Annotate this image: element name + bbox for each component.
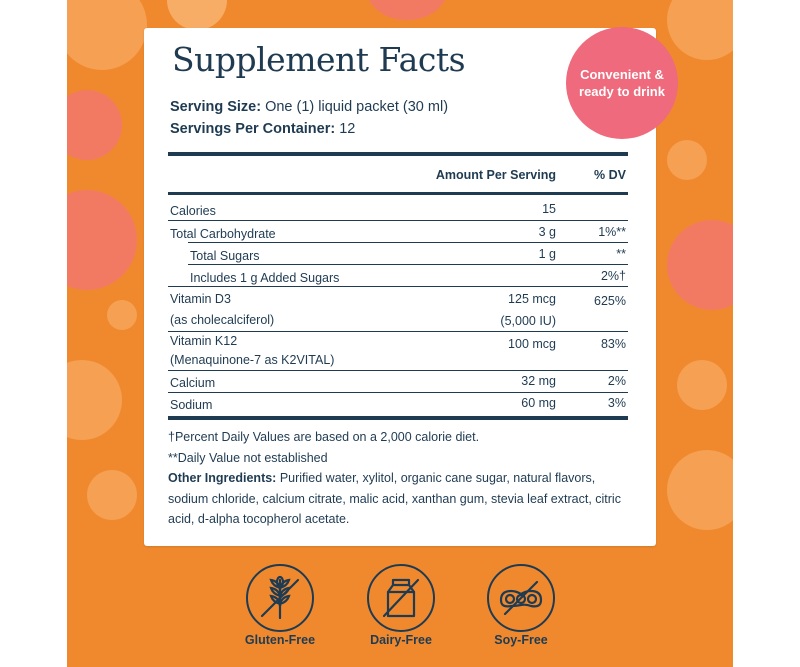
row-calcium-dv: 2% [607,374,626,388]
servings-per-container: Servings Per Container: 12 [170,121,355,137]
divider [168,220,628,221]
header-amount: Amount Per Serving [435,168,556,182]
divider [168,152,628,156]
row-carbs-dv: 1%** [598,225,626,239]
divider [168,286,628,287]
decor-bubble [167,0,227,30]
row-vitamin-k12-amount: 100 mcg [508,337,556,351]
soybean-crossed-icon [487,564,555,632]
footnotes: †Percent Daily Values are based on a 2,0… [168,427,638,530]
divider [188,264,628,265]
decor-bubble [107,300,137,330]
divider [168,192,628,195]
divider [168,370,628,371]
decor-bubble [67,190,137,290]
divider [188,242,628,243]
divider [168,416,628,420]
servings-value: 12 [339,121,356,137]
dairy-free-label: Dairy-Free [370,633,432,647]
row-calories-amount: 15 [542,202,556,216]
other-ingredients: Other Ingredients: Purified water, xylit… [168,468,638,530]
other-ingredients-label: Other Ingredients: [168,471,277,485]
decor-bubble [67,360,122,440]
decor-bubble [367,0,447,20]
serving-size-label: Serving Size: [170,99,262,115]
divider [168,392,628,393]
row-carbs-amount: 3 g [538,225,556,239]
dv-not-established-note: **Daily Value not established [168,450,328,465]
row-sugars-amount: 1 g [538,247,556,261]
row-added-sugars-name: Includes 1 g Added Sugars [190,271,340,285]
row-vitamin-d3-dv: 625% [594,294,626,308]
supplement-facts-panel: Supplement Facts Serving Size: One (1) l… [144,28,656,546]
milk-carton-crossed-icon [367,564,435,632]
decor-bubble [667,140,707,180]
gluten-free-label: Gluten-Free [244,633,316,647]
percent-dv-note: †Percent Daily Values are based on a 2,0… [168,430,480,444]
wheat-crossed-icon [246,564,314,632]
page-title: Supplement Facts [172,40,466,79]
row-calcium-amount: 32 mg [521,374,556,388]
badge-line-2: ready to drink [579,84,665,99]
divider [168,331,628,332]
row-vitamin-d3-name: Vitamin D3 [170,292,231,306]
row-sodium-amount: 60 mg [521,396,556,410]
row-vitamin-k12-name: Vitamin K12 [170,334,238,348]
row-sodium-name: Sodium [170,398,213,412]
other-ingredients-text: Purified water, xylitol, organic cane su… [168,471,621,526]
badge-line-1: Convenient & [580,67,664,82]
header-dv: % DV [594,168,626,182]
decor-bubble [667,220,733,310]
decor-bubble [87,470,137,520]
serving-size-value: One (1) liquid packet (30 ml) [265,99,449,115]
row-vitamin-d3-detail: (as cholecalciferol) [170,313,275,327]
decor-bubble [667,450,733,530]
row-sodium-dv: 3% [607,396,626,410]
row-calcium-name: Calcium [170,376,216,390]
row-sugars-name: Total Sugars [190,249,260,263]
row-vitamin-k12-detail: (Menaquinone-7 as K2VITAL) [170,353,335,367]
row-vitamin-d3-amount: 125 mcg [508,292,556,306]
serving-size: Serving Size: One (1) liquid packet (30 … [170,99,448,115]
decor-bubble [67,0,147,70]
row-calories-name: Calories [170,204,216,218]
row-vitamin-k12-dv: 83% [600,337,626,351]
convenient-badge: Convenient & ready to drink [566,27,678,139]
soy-free-label: Soy-Free [494,633,548,647]
decor-bubble [667,0,733,60]
row-vitamin-d3-iu: (5,000 IU) [500,314,556,328]
row-sugars-dv: ** [616,247,626,261]
decor-bubble [67,90,122,160]
row-carbs-name: Total Carbohydrate [170,227,276,241]
servings-label: Servings Per Container: [170,121,336,137]
row-added-sugars-dv: 2%† [600,269,626,283]
decor-bubble [677,360,727,410]
